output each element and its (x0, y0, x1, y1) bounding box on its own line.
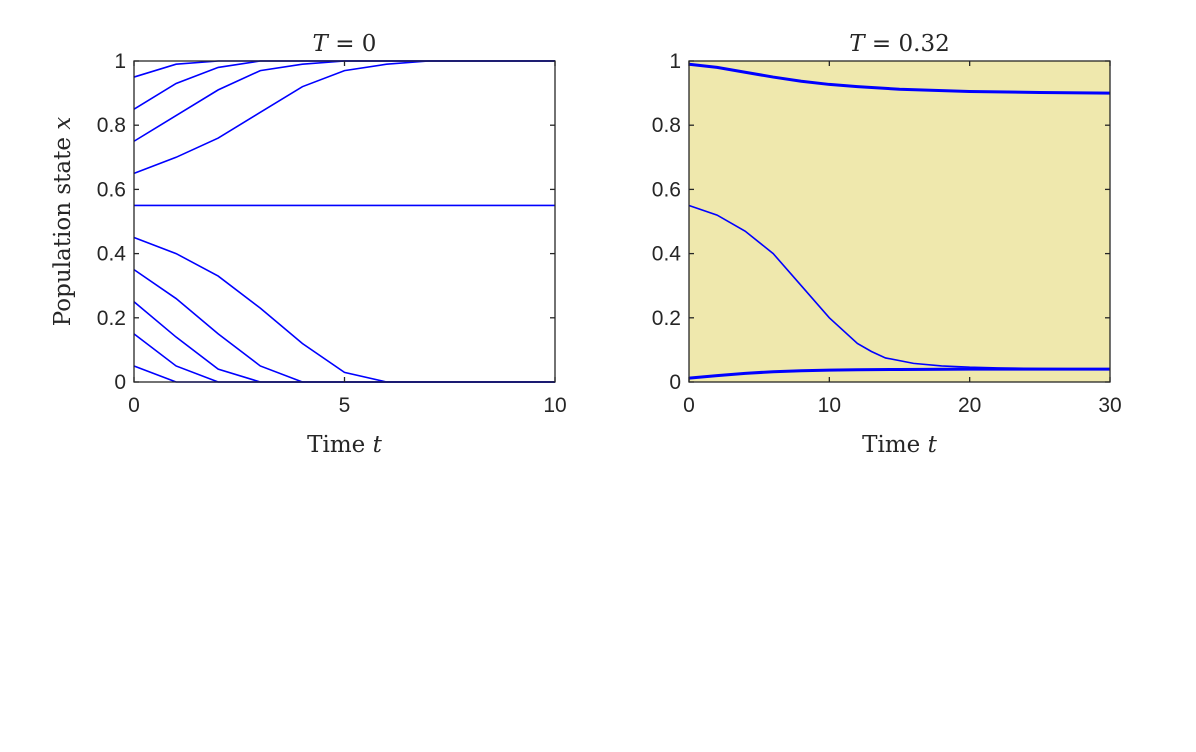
left-x-tick-label: 0 (128, 394, 140, 417)
right-panel: 0 10 20 30 0 0.2 0.4 0.6 0.8 1 T = 0.32 Time t (652, 31, 1122, 458)
left-y-tick-label: 0 (114, 371, 126, 394)
left-xlabel-space (365, 432, 372, 458)
left-x-tick-label: 10 (543, 394, 566, 417)
right-y-tick-label: 0.2 (652, 307, 681, 330)
right-y-tick-label: 0.6 (652, 178, 681, 201)
left-y-tick-label: 0.6 (97, 178, 126, 201)
right-y-tick-label: 0.8 (652, 114, 681, 137)
right-xlabel-word: Time (862, 432, 920, 458)
right-x-ticks: 0 10 20 30 (683, 61, 1122, 417)
left-x-axis-label: Time t (307, 432, 382, 458)
left-plot-background (134, 61, 555, 382)
left-xlabel-word: Time (307, 432, 365, 458)
right-y-tick-label: 1 (669, 50, 681, 73)
right-panel-title: T = 0.32 (849, 31, 949, 57)
left-y-tick-label: 0.2 (97, 307, 126, 330)
right-plot-background (689, 61, 1110, 382)
right-xlabel-variable: t (928, 432, 938, 458)
right-title-equals: = (865, 31, 899, 57)
right-y-ticks: 0 0.2 0.4 0.6 0.8 1 (652, 50, 1110, 394)
right-axes-box (688, 60, 1111, 383)
right-x-axis-label: Time t (862, 432, 937, 458)
left-x-tick-label: 5 (339, 394, 351, 417)
right-title-variable: T (849, 31, 866, 57)
left-panel-title: T = 0 (313, 31, 377, 57)
right-y-tick-label: 0 (669, 371, 681, 394)
left-y-tick-label: 0.4 (97, 243, 127, 266)
right-x-tick-label: 10 (818, 394, 841, 417)
left-ylabel-space (50, 130, 76, 137)
left-ylabel-variable: x (50, 117, 76, 130)
left-y-tick-label: 1 (114, 50, 126, 73)
right-y-tick-label: 0.4 (652, 243, 682, 266)
right-series-lines (688, 62, 1111, 380)
right-series-line-3 (688, 367, 1110, 380)
left-y-ticks: 0 0.2 0.4 0.6 0.8 1 (97, 50, 555, 394)
left-title-equals: = (328, 31, 362, 57)
right-x-tick-label: 20 (958, 394, 981, 417)
left-title-variable: T (313, 31, 330, 57)
left-title-value: 0 (362, 31, 377, 57)
left-panel: 0 5 10 0 0.2 0.4 0.6 0.8 1 T = 0 Time t Populat… (50, 31, 567, 458)
left-x-ticks: 0 5 10 (128, 61, 567, 417)
right-x-tick-label: 0 (683, 394, 695, 417)
left-ylabel-word: Population state (50, 137, 76, 326)
left-xlabel-variable: t (373, 432, 383, 458)
right-title-value: 0.32 (899, 31, 950, 57)
left-y-tick-label: 0.8 (97, 114, 126, 137)
right-xlabel-space (920, 432, 927, 458)
right-x-tick-label: 30 (1098, 394, 1121, 417)
right-series-line-1 (688, 62, 1111, 95)
left-y-axis-label: Population state x (50, 117, 76, 327)
